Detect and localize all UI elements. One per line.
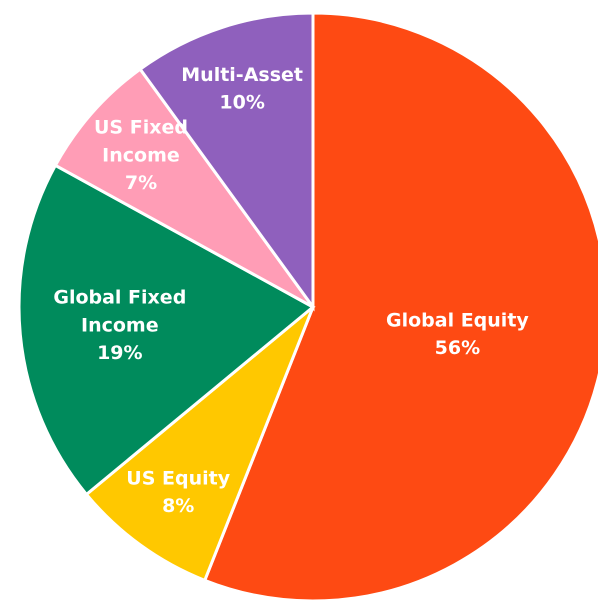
slice-label: US Fixed Income [94, 116, 188, 166]
pie-slice [202, 11, 598, 601]
slice-value-label: 10% [219, 91, 264, 113]
pie-slice [138, 11, 315, 312]
slice-value-label: 19% [97, 342, 142, 364]
pie-slice [53, 67, 315, 309]
pie-slice [17, 163, 316, 497]
pie-slice [84, 305, 315, 583]
slice-value-label: 56% [435, 337, 480, 359]
slice-label: US Equity [126, 467, 230, 489]
slice-value-label: 7% [125, 172, 157, 194]
slice-label: Global Equity [386, 309, 529, 331]
slice-label: Multi-Asset [181, 63, 303, 85]
slice-value-label: 8% [162, 495, 194, 517]
slice-label: Global Fixed Income [53, 286, 186, 336]
